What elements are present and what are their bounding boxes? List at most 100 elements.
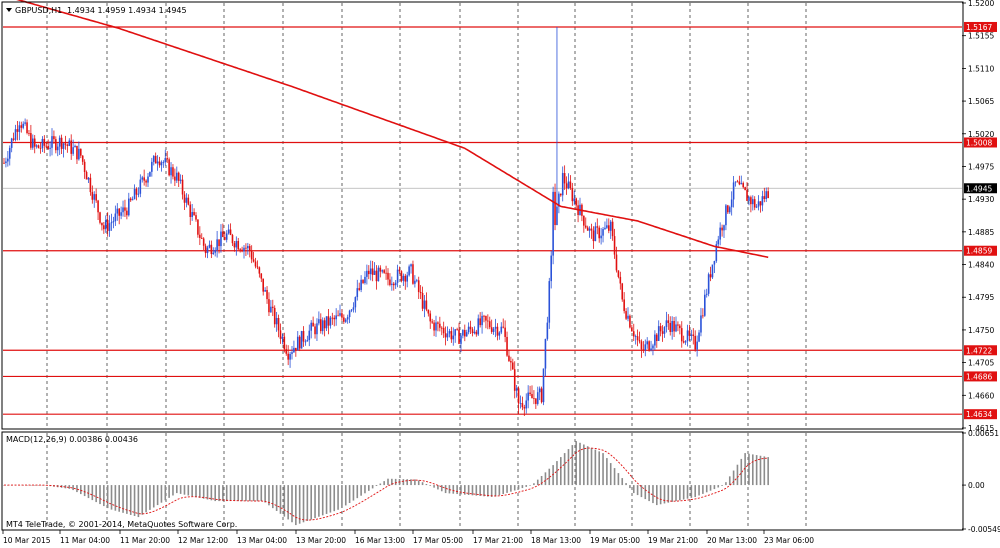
- macd-bar: [728, 476, 731, 486]
- macd-bar: [87, 485, 90, 499]
- candle-body: [45, 145, 48, 147]
- candle-body: [316, 323, 318, 335]
- candle-body: [348, 310, 351, 318]
- candle-body: [254, 261, 257, 267]
- macd-bar: [421, 482, 424, 486]
- macd-bar: [444, 485, 447, 494]
- candle-body: [460, 335, 462, 344]
- macd-bar: [260, 485, 263, 502]
- candle-body: [508, 355, 510, 362]
- macd-bar: [314, 485, 316, 519]
- time-tick-label: 18 Mar 13:00: [531, 536, 581, 545]
- candle-body: [544, 338, 547, 369]
- candle-body: [727, 205, 729, 213]
- candle-body: [419, 291, 422, 294]
- macd-bar: [176, 485, 178, 494]
- candle-body: [725, 205, 727, 226]
- macd-bar: [202, 485, 205, 499]
- symbol-dropdown-icon[interactable]: [6, 8, 12, 12]
- price-tick-label: 1.4615: [968, 424, 994, 433]
- macd-bar: [191, 485, 193, 497]
- candle-body: [515, 388, 518, 391]
- candle-body: [7, 158, 9, 162]
- candle-body: [767, 191, 769, 199]
- candle-body: [433, 322, 435, 331]
- macd-bar: [272, 485, 274, 509]
- candle-body: [279, 330, 282, 339]
- candle-body: [327, 316, 330, 326]
- candle-body: [377, 267, 380, 282]
- macd-bar: [333, 485, 336, 512]
- candle-body: [504, 327, 506, 337]
- macd-bar: [529, 485, 531, 486]
- level-badge-label: 1.4634: [966, 410, 992, 419]
- macd-bar: [268, 485, 270, 506]
- level-badge: [964, 137, 997, 148]
- candle-body: [362, 279, 364, 283]
- macd-bar: [156, 485, 159, 506]
- macd-bar: [252, 485, 255, 502]
- candle-body: [189, 204, 192, 217]
- macd-bar: [644, 485, 647, 500]
- candle-body: [239, 249, 241, 251]
- macd-bar: [229, 485, 232, 502]
- candle-body: [500, 326, 503, 333]
- candle-body: [656, 334, 658, 341]
- macd-bar: [521, 485, 524, 489]
- candle-body: [477, 318, 480, 335]
- macd-bar: [241, 485, 243, 502]
- macd-bar: [571, 445, 574, 486]
- candle-body: [366, 270, 368, 277]
- macd-bar: [164, 485, 167, 501]
- macd-bar: [583, 444, 585, 486]
- candle-body: [85, 171, 88, 180]
- macd-bar: [713, 485, 716, 490]
- time-tick-label: 20 Mar 13:00: [707, 536, 757, 545]
- macd-bar: [149, 485, 151, 510]
- candle-body: [172, 167, 174, 177]
- candle-body: [753, 199, 756, 208]
- candle-body: [705, 293, 708, 295]
- candle-body: [742, 183, 744, 188]
- macd-pane-frame: [1, 431, 964, 531]
- candle-body: [128, 198, 130, 216]
- candle-body: [379, 267, 382, 272]
- macd-bar: [375, 485, 378, 486]
- candle-body: [32, 138, 34, 148]
- macd-bar: [199, 485, 201, 498]
- candle-body: [87, 177, 90, 180]
- level-badge: [964, 245, 997, 256]
- candle-body: [337, 315, 339, 317]
- macd-bar: [30, 485, 32, 486]
- candle-body: [665, 320, 668, 328]
- macd-bar: [429, 485, 432, 486]
- level-badge-label: 1.4859: [966, 247, 992, 256]
- candle-body: [456, 329, 458, 331]
- candle-body: [475, 331, 478, 335]
- macd-bar: [536, 479, 539, 486]
- candle-body: [746, 190, 748, 201]
- macd-bar: [513, 485, 516, 491]
- candle-body: [717, 239, 720, 245]
- macd-bar: [225, 485, 228, 502]
- macd-bar: [37, 485, 40, 486]
- candle-body: [490, 327, 493, 332]
- macd-bar: [237, 485, 240, 502]
- candle-body: [613, 236, 616, 255]
- candle-body: [137, 193, 140, 195]
- candle-body: [62, 143, 65, 149]
- candle-body: [492, 328, 495, 332]
- candle-body: [70, 140, 72, 154]
- candle-body: [49, 147, 51, 149]
- candle-body: [275, 317, 278, 325]
- candle-body: [659, 326, 662, 332]
- macd-bar: [744, 453, 746, 486]
- candle-body: [761, 196, 764, 206]
- candle-body: [425, 300, 428, 310]
- horizontal-levels[interactable]: [3, 26, 962, 415]
- candle-body: [527, 392, 529, 401]
- candle-body: [663, 327, 666, 334]
- candle-body: [344, 319, 347, 322]
- candle-body: [627, 315, 629, 319]
